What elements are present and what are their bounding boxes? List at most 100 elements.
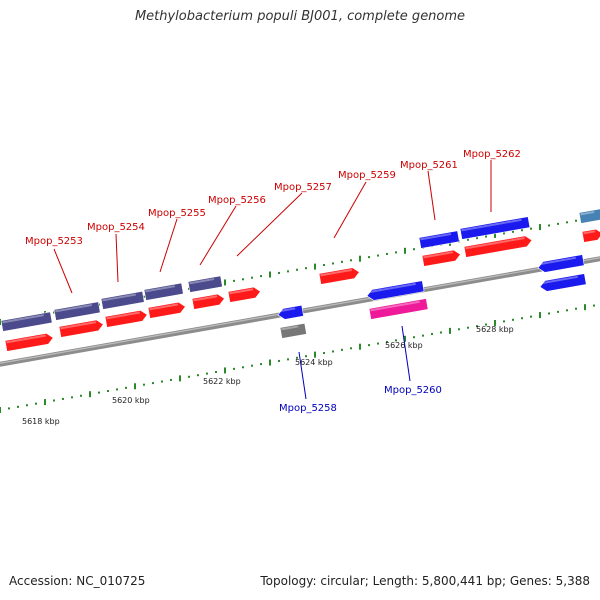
cds-red-3 xyxy=(104,310,148,328)
tick-minor xyxy=(575,219,577,222)
gene-label-mpop-5258[interactable]: Mpop_5258 xyxy=(279,403,337,414)
cds-red-7 xyxy=(318,267,360,285)
cds-blue-2 xyxy=(459,216,531,240)
cds-red-4 xyxy=(147,301,186,319)
gene-label-mpop-5259[interactable]: Mpop_5259 xyxy=(338,170,396,181)
tick-minor xyxy=(332,262,334,265)
cds-purple-1 xyxy=(0,311,53,332)
tick-minor xyxy=(476,325,478,328)
tick-minor xyxy=(521,229,523,232)
tick-major xyxy=(224,279,226,286)
tick-minor xyxy=(62,397,64,400)
tick-minor xyxy=(377,342,379,345)
tick-minor xyxy=(80,394,82,397)
tick-minor xyxy=(98,391,100,394)
gene-label-mpop-5262[interactable]: Mpop_5262 xyxy=(463,149,521,160)
tick-major xyxy=(89,391,91,398)
tick-minor xyxy=(8,407,10,410)
cds-magenta-1 xyxy=(368,298,429,320)
tick-minor xyxy=(593,304,595,307)
cds-red-5 xyxy=(191,293,225,310)
tick-minor xyxy=(197,374,199,377)
tick-minor xyxy=(215,371,217,374)
tick-minor xyxy=(485,235,487,238)
tick-minor xyxy=(53,311,55,314)
tick-major xyxy=(449,327,451,334)
tick-minor xyxy=(557,222,559,225)
tick-minor xyxy=(476,237,478,240)
gene-label-mpop-5257[interactable]: Mpop_5257 xyxy=(274,182,332,193)
tick-major xyxy=(404,247,406,254)
map-title: Methylobacterium populi BJ001, complete … xyxy=(134,9,466,24)
gene-label-mpop-5254[interactable]: Mpop_5254 xyxy=(87,222,145,233)
tick-minor xyxy=(566,309,568,312)
cds-blue-rev-3 xyxy=(537,254,585,273)
cds-purple-4 xyxy=(143,282,184,301)
tick-minor xyxy=(368,344,370,347)
tick-major xyxy=(404,335,406,342)
cds-red-10 xyxy=(581,228,600,243)
tick-major xyxy=(314,351,316,358)
tick-major xyxy=(134,383,136,390)
tick-minor xyxy=(440,331,442,334)
gene-label-mpop-5253[interactable]: Mpop_5253 xyxy=(25,236,83,247)
tick-minor xyxy=(125,386,127,389)
cds-red-6 xyxy=(227,286,261,303)
tick-minor xyxy=(71,396,73,399)
tick-minor xyxy=(323,264,325,267)
tick-minor xyxy=(548,224,550,227)
tick-minor xyxy=(422,334,424,337)
kbp-label-5620: 5620 kbp xyxy=(112,396,150,405)
gene-features xyxy=(0,208,600,352)
gene-label-mpop-5260[interactable]: Mpop_5260 xyxy=(384,385,442,396)
tick-minor xyxy=(341,348,343,351)
tick-minor xyxy=(386,340,388,343)
tick-minor xyxy=(260,275,262,278)
gene-label-mpop-5256[interactable]: Mpop_5256 xyxy=(208,195,266,206)
tick-minor xyxy=(467,326,469,329)
tick-minor xyxy=(53,399,55,402)
tick-minor xyxy=(26,404,28,407)
tick-minor xyxy=(170,378,172,381)
gene-label-mpop-5255[interactable]: Mpop_5255 xyxy=(148,208,206,219)
tick-minor xyxy=(377,254,379,257)
tick-minor xyxy=(296,268,298,271)
tick-minor xyxy=(431,333,433,336)
tick-minor xyxy=(485,323,487,326)
tick-minor xyxy=(296,356,298,359)
tick-minor xyxy=(530,227,532,230)
tick-minor xyxy=(503,232,505,235)
cds-blue-rev-2 xyxy=(366,280,425,301)
kbp-label-5626: 5626 kbp xyxy=(385,341,423,350)
tick-minor xyxy=(287,358,289,361)
tick-minor xyxy=(467,238,469,241)
kbp-label-5628: 5628 kbp xyxy=(476,325,514,334)
tick-major xyxy=(269,271,271,278)
tick-minor xyxy=(521,317,523,320)
tick-major xyxy=(584,304,586,311)
tick-minor xyxy=(188,287,190,290)
tick-minor xyxy=(458,328,460,331)
tick-minor xyxy=(395,339,397,342)
genome-summary-text: Topology: circular; Length: 5,800,441 bp… xyxy=(260,574,590,588)
tick-minor xyxy=(143,295,145,298)
kbp-label-5618: 5618 kbp xyxy=(22,417,60,426)
tick-minor xyxy=(413,336,415,339)
tick-minor xyxy=(386,252,388,255)
tick-minor xyxy=(332,350,334,353)
tick-minor xyxy=(305,267,307,270)
tick-minor xyxy=(242,278,244,281)
cds-purple-2 xyxy=(53,301,101,321)
cds-red-2 xyxy=(58,319,104,338)
tick-major xyxy=(359,255,361,262)
tick-minor xyxy=(512,230,514,233)
cds-purple-3 xyxy=(100,290,145,310)
gene-label-mpop-5261[interactable]: Mpop_5261 xyxy=(400,160,458,171)
tick-major xyxy=(539,312,541,319)
tick-minor xyxy=(152,382,154,385)
tick-minor xyxy=(107,390,109,393)
accession-text: Accession: NC_010725 xyxy=(9,574,146,588)
tick-minor xyxy=(233,279,235,282)
tick-minor xyxy=(368,256,370,259)
